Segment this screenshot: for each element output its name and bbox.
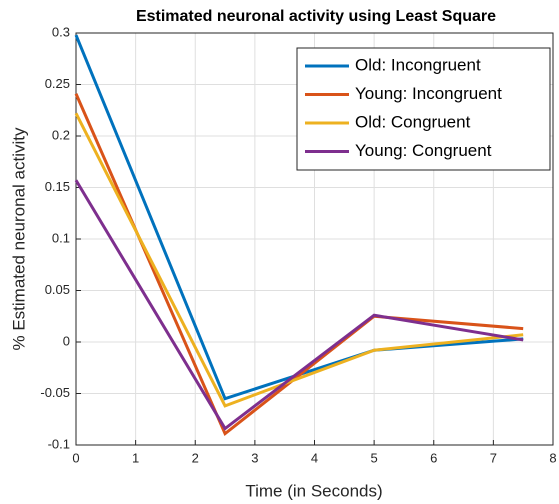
y-tick-label: 0.25 xyxy=(45,76,70,91)
y-axis-label: % Estimated neuronal activity xyxy=(9,127,28,350)
legend-box xyxy=(296,47,551,171)
y-tick-label: -0.1 xyxy=(48,436,70,451)
legend-label: Old: Incongruent xyxy=(355,55,481,74)
x-tick-label: 3 xyxy=(251,450,258,465)
series-line xyxy=(74,93,524,437)
y-tick-label: 0.3 xyxy=(52,24,70,39)
x-tick-label: 6 xyxy=(430,450,437,465)
series-line xyxy=(74,179,524,431)
x-tick-label: 8 xyxy=(549,450,556,465)
series-line xyxy=(74,112,524,408)
chart-title: Estimated neuronal activity using Least … xyxy=(136,8,496,25)
x-tick-label: 2 xyxy=(192,450,199,465)
x-tick-label: 7 xyxy=(490,450,497,465)
legend-label: Young: Incongruent xyxy=(355,84,502,103)
x-tick-label: 5 xyxy=(371,450,378,465)
y-tick-label: -0.05 xyxy=(40,385,70,400)
legend-label: Young: Congruent xyxy=(355,141,492,160)
legend-label: Old: Congruent xyxy=(355,112,471,131)
x-tick-label: 4 xyxy=(311,450,318,465)
plot-frame xyxy=(75,32,554,446)
y-tick-label: 0 xyxy=(63,333,70,348)
y-tick-label: 0.05 xyxy=(45,282,70,297)
y-tick-label: 0.1 xyxy=(52,230,70,245)
y-tick-label: 0.15 xyxy=(45,179,70,194)
x-axis-label: Time (in Seconds) xyxy=(245,481,382,500)
x-tick-label: 1 xyxy=(132,450,139,465)
x-tick-label: 0 xyxy=(72,450,79,465)
y-tick-label: 0.2 xyxy=(52,127,70,142)
